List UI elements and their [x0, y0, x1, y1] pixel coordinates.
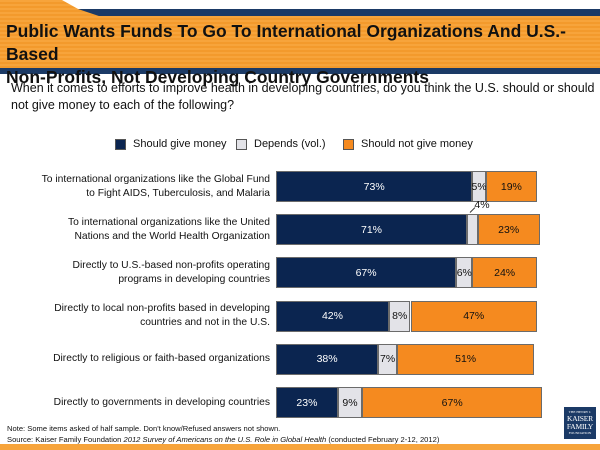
header-navy-stripe-bottom [0, 68, 600, 74]
data-label: 8% [392, 310, 408, 323]
data-label: 19% [500, 180, 522, 193]
page-title: Public Wants Funds To Go To Internationa… [6, 20, 596, 89]
legend-label-should-not: Should not give money [361, 138, 473, 150]
data-label: 5% [471, 180, 487, 193]
data-label: 6% [456, 266, 472, 279]
legend-item-depends: Depends (vol.) [236, 138, 326, 150]
bar-segment-should-not: 51% [397, 343, 535, 375]
category-label-line: To international organizations like the … [67, 216, 270, 228]
data-label: 7% [380, 353, 396, 366]
data-label: 71% [360, 223, 382, 236]
category-label: Directly to U.S.-based non-profits opera… [0, 259, 270, 287]
source-suffix: (conducted February 2-12, 2012) [326, 435, 440, 444]
bar-segment-should-give: 71% [276, 214, 467, 246]
kaiser-family-foundation-logo: THE HENRY J. KAISER FAMILY FOUNDATION [564, 407, 596, 439]
bar-segment-depends: 8% [388, 300, 411, 332]
bar-segment-should-not: 47% [410, 300, 537, 332]
bar-segment-depends: 7% [378, 343, 398, 375]
data-label-callout: 4% [474, 199, 490, 212]
footer-orange-bar [0, 444, 600, 450]
bar-segment-depends: 6% [456, 257, 473, 289]
category-label-line: To international organizations like the … [41, 173, 270, 185]
bar-segment-should-not: 24% [472, 257, 537, 289]
data-label: 67% [441, 396, 463, 409]
logo-line-3: FAMILY [566, 422, 594, 431]
title-line-2: Non-Profits, Not Developing Country Gove… [6, 67, 429, 87]
category-label-line: Directly to religious or faith-based org… [53, 353, 270, 365]
data-label: 24% [494, 266, 516, 279]
category-label-line: programs in developing countries [118, 273, 270, 285]
data-label: 47% [463, 310, 485, 323]
bar-segment-depends [466, 214, 478, 246]
data-label: 42% [321, 310, 343, 323]
category-label: To international organizations like the … [0, 173, 270, 201]
category-label-line: to Fight AIDS, Tuberculosis, and Malaria [86, 187, 270, 199]
category-label-line: Directly to U.S.-based non-profits opera… [72, 259, 270, 271]
logo-line-4: FOUNDATION [568, 431, 592, 435]
bar-segment-should-give: 42% [276, 300, 389, 332]
category-label-line: Directly to governments in developing co… [53, 396, 270, 408]
category-label-line: Nations and the World Health Organizatio… [74, 230, 270, 242]
data-label: 51% [455, 353, 477, 366]
bar-segment-should-not: 19% [485, 171, 537, 202]
legend-item-should-give: Should give money [115, 138, 227, 150]
note-text: Note: Some items asked of half sample. D… [7, 424, 281, 433]
footnote: Note: Some items asked of half sample. D… [7, 423, 439, 445]
data-label: 67% [355, 266, 377, 279]
legend-item-should-not: Should not give money [343, 138, 473, 150]
legend-label-should-give: Should give money [133, 138, 227, 150]
header-notch [62, 0, 600, 9]
logo-line-1: THE HENRY J. [568, 410, 592, 414]
data-label: 73% [363, 180, 385, 193]
data-label: 23% [296, 396, 318, 409]
category-label: Directly to governments in developing co… [0, 396, 270, 410]
legend-swatch-should-not [343, 138, 354, 150]
data-label: 38% [316, 353, 338, 366]
legend-label-depends: Depends (vol.) [254, 138, 326, 150]
bar-segment-should-give: 23% [276, 387, 338, 418]
category-label-line: countries and not in the U.S. [140, 317, 270, 329]
category-label: To international organizations like the … [0, 216, 270, 244]
source-prefix: Source: Kaiser Family Foundation [7, 435, 124, 444]
legend-swatch-should-give [115, 138, 126, 150]
source-title: 2012 Survey of Americans on the U.S. Rol… [123, 435, 327, 444]
category-label-line: Directly to local non-profits based in d… [54, 303, 270, 315]
bar-segment-depends: 9% [337, 387, 363, 418]
data-label: 23% [498, 223, 520, 236]
bar-segment-should-give: 38% [276, 343, 379, 375]
survey-question: When it comes to efforts to improve heal… [11, 81, 595, 112]
header-navy-stripe-top [78, 9, 600, 16]
legend-swatch-depends [236, 138, 247, 150]
category-label: Directly to religious or faith-based org… [0, 352, 270, 366]
bar-segment-depends: 5% [471, 171, 487, 202]
category-label: Directly to local non-profits based in d… [0, 302, 270, 330]
data-label: 9% [342, 396, 358, 409]
logo-line-2: KAISER [567, 414, 593, 423]
bar-segment-should-not: 23% [477, 214, 540, 246]
bar-segment-should-not: 67% [362, 387, 543, 418]
source-text: Source: Kaiser Family Foundation 2012 Su… [7, 434, 439, 445]
bar-segment-should-give: 73% [276, 171, 473, 202]
bar-segment-should-give: 67% [276, 257, 457, 289]
title-line-1: Public Wants Funds To Go To Internationa… [6, 21, 566, 64]
